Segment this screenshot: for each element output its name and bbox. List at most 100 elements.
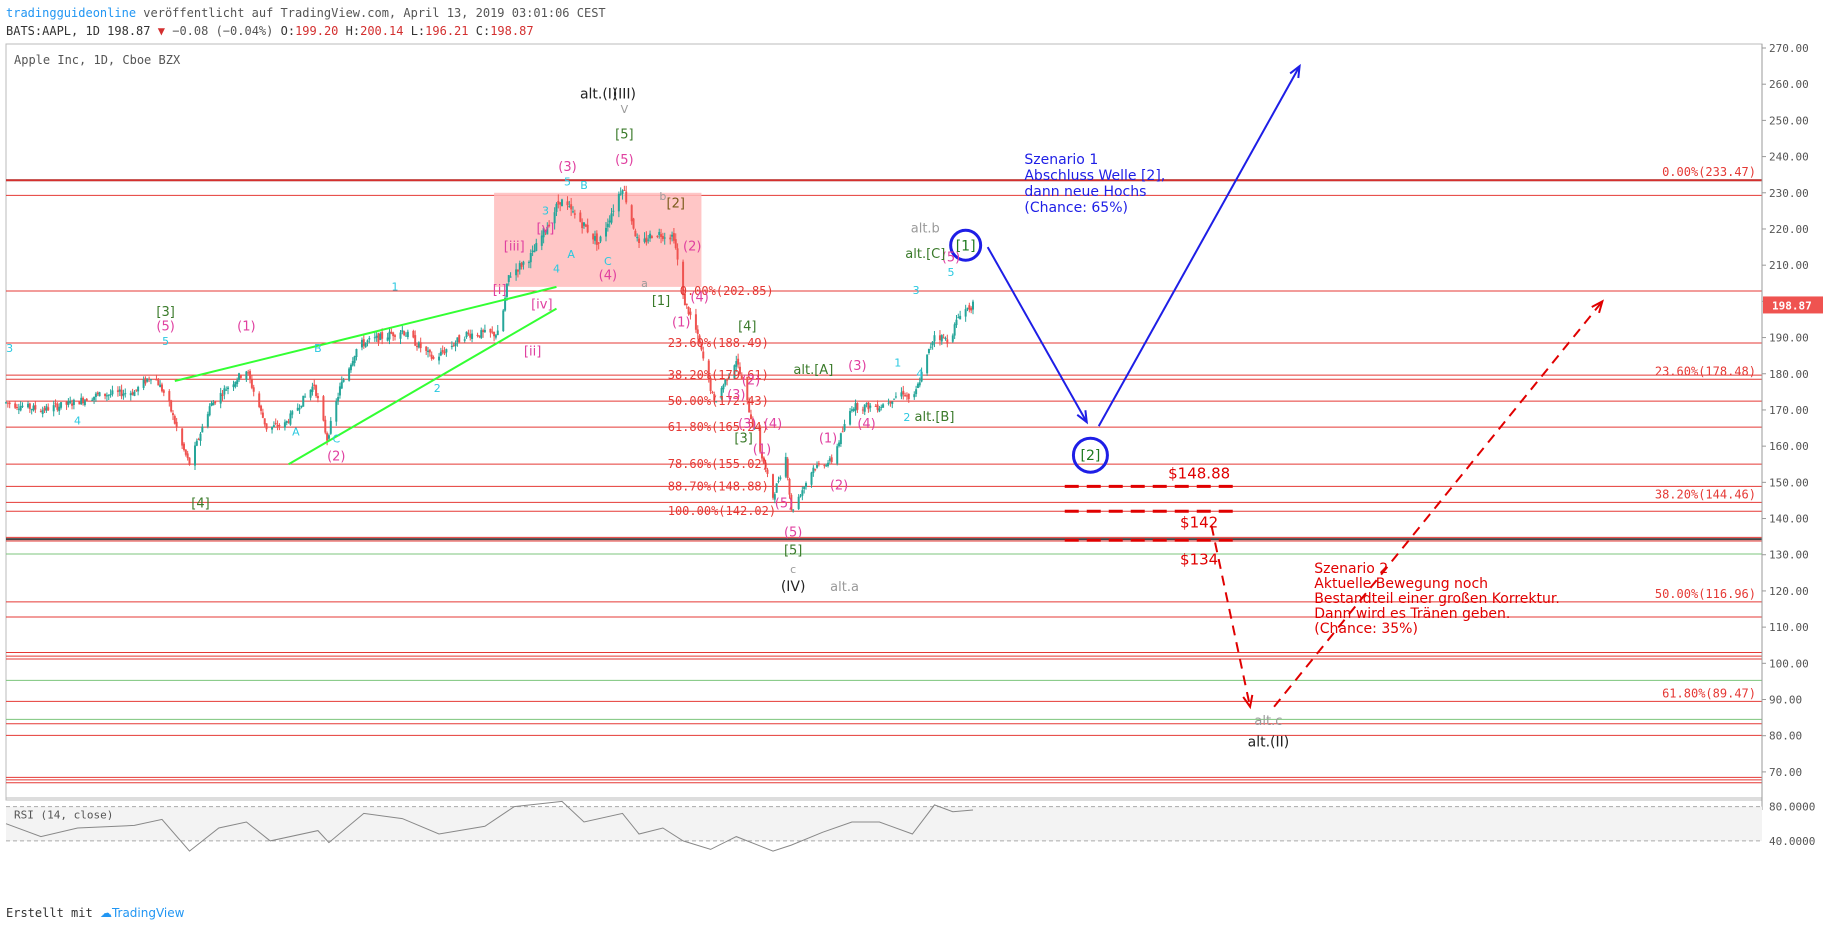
candle-body (324, 420, 326, 433)
candle-body (946, 339, 948, 343)
candle-body (941, 335, 943, 341)
y-tick-label: 120.00 (1769, 585, 1809, 598)
candle-body (952, 335, 954, 341)
candle-body (517, 270, 519, 272)
candle-body (315, 385, 317, 396)
candle-body (67, 401, 69, 405)
candle-body (14, 403, 16, 407)
fib-lower-label: 61.80%(89.47) (1662, 686, 1756, 700)
wave-label: (2) (742, 374, 760, 389)
candle-body (271, 427, 273, 430)
candle-body (647, 240, 649, 241)
candle-body (634, 231, 636, 237)
candle-body (559, 202, 561, 204)
candle-body (388, 332, 390, 340)
candle-body (519, 263, 521, 270)
candle-body (566, 201, 568, 205)
candle-body (689, 312, 691, 315)
scenario2-text: Szenario 2 (1314, 561, 1388, 577)
candle-body (869, 406, 871, 408)
tradingview-logo-icon[interactable]: ☁ (100, 906, 112, 920)
candle-body (95, 394, 97, 397)
wave-label: alt.[A] (793, 363, 833, 378)
candle (78, 401, 80, 404)
candle-body (249, 371, 251, 379)
candle-body (431, 355, 433, 359)
candle-body (20, 406, 22, 410)
candle-body (135, 390, 137, 391)
candle-body (288, 422, 290, 423)
wave-label: (1) (753, 442, 771, 457)
candle-body (844, 424, 846, 430)
candle-body (238, 373, 240, 380)
footer-brand[interactable]: TradingView (112, 906, 185, 920)
wave-label: C (332, 433, 340, 446)
scenario2-text: (Chance: 35%) (1314, 621, 1418, 637)
candle-body (170, 400, 172, 411)
candle-body (779, 477, 781, 479)
candle-body (31, 409, 33, 410)
candle-body (451, 346, 453, 347)
rsi-label: RSI (14, close) (14, 809, 113, 822)
candle-body (836, 446, 838, 463)
candle-body (697, 329, 699, 334)
candle-body (392, 332, 394, 336)
candle-body (418, 342, 420, 347)
candle-body (596, 233, 598, 244)
candle-body (598, 242, 600, 244)
wave-label: (3) (558, 160, 576, 175)
y-tick-label: 80.00 (1769, 730, 1802, 743)
candle (787, 457, 789, 480)
candle-body (183, 444, 185, 450)
wave-label: [3] (734, 432, 752, 447)
candle-body (477, 335, 479, 336)
candle-body (722, 385, 724, 389)
wave-label: (2) (327, 450, 345, 465)
candle-body (322, 396, 324, 420)
wave-label: 5 (162, 335, 169, 348)
candle-body (433, 357, 435, 359)
candle-body (671, 235, 673, 237)
candle (99, 392, 101, 397)
candle-body (893, 399, 895, 400)
candle-body (902, 391, 904, 395)
candle-body (515, 269, 517, 275)
candle-body (484, 330, 486, 332)
wave-label: alt.[C] (905, 247, 945, 262)
candle-body (660, 234, 662, 237)
candle-body (416, 346, 418, 347)
wave-label: [ii] (524, 345, 541, 360)
candle (188, 457, 190, 465)
candle-body (933, 335, 935, 341)
wave-label: (4) (857, 417, 875, 432)
candle-body (609, 221, 611, 223)
candle-body (401, 330, 403, 332)
candle-body (649, 234, 651, 239)
candle-body (133, 392, 135, 396)
candle-body (326, 433, 328, 441)
y-tick-label: 250.00 (1769, 114, 1809, 127)
candle-body (44, 408, 46, 410)
candle-body (928, 349, 930, 353)
candle-body (776, 483, 778, 492)
candle-body (592, 233, 594, 239)
scenario1-text: Szenario 1 (1024, 152, 1098, 168)
candle-body (467, 333, 469, 334)
candle-body (508, 275, 510, 282)
candle-body (403, 331, 405, 335)
candle-body (266, 423, 268, 429)
candle-body (555, 204, 557, 212)
candle-body (702, 352, 704, 359)
candle-body (864, 405, 866, 412)
wave-label: alt.c (1254, 714, 1282, 729)
candle-body (73, 400, 75, 405)
candle-body (161, 385, 163, 392)
wave-label: alt.[B] (915, 410, 955, 425)
wave-label: 2 (903, 411, 910, 424)
candle-body (877, 404, 879, 409)
y-tick-label: 230.00 (1769, 187, 1809, 200)
candle-body (777, 481, 779, 482)
candle-body (361, 340, 363, 348)
wave-label: alt.a (830, 580, 859, 595)
